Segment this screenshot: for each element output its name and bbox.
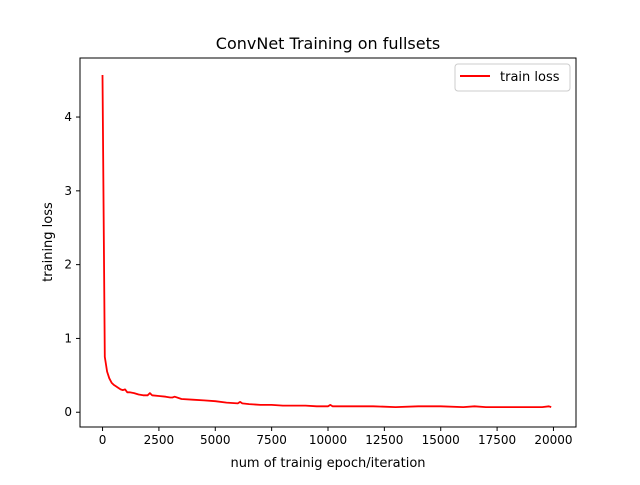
x-tick-label: 0 [99,433,107,447]
x-tick-label: 20000 [534,433,572,447]
x-tick-label: 5000 [200,433,231,447]
chart-title: ConvNet Training on fullsets [216,34,440,53]
y-tick-label: 0 [64,405,72,419]
series-layer [101,74,552,409]
y-tick-label: 4 [64,110,72,124]
legend: train loss [454,63,571,92]
x-tick-label: 7500 [256,433,287,447]
legend-box [454,63,571,92]
x-axis-label: num of trainig epoch/iteration [230,456,425,471]
x-tick-label: 12500 [365,433,403,447]
y-tick-label: 1 [64,331,72,345]
x-tick-label: 2500 [144,433,175,447]
y-tick-label: 2 [64,258,72,272]
legend-label: train loss [500,70,560,85]
plot-area [80,58,576,427]
series-line [101,74,552,409]
x-tick-label: 17500 [478,433,516,447]
y-axis-label: training loss [41,202,56,282]
x-tick-label: 10000 [309,433,347,447]
x-tick-label: 15000 [422,433,460,447]
y-axis-ticks: 0 1 2 3 4 [64,110,80,419]
x-axis-ticks: 0 2500 5000 7500 10000 12500 15000 17500 20000 [99,427,573,447]
plot-frame [79,57,577,428]
y-tick-label: 3 [64,184,72,198]
